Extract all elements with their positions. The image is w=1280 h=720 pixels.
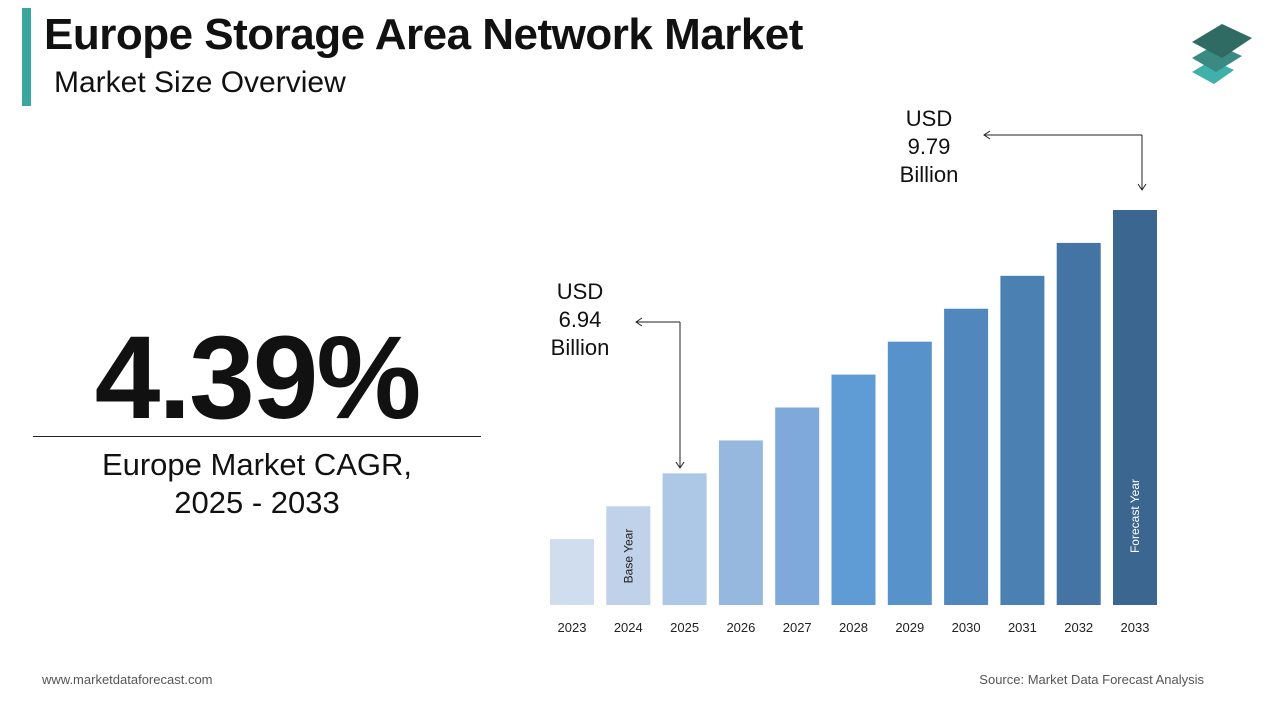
callout-end-arrow [983, 130, 1147, 191]
bar-2029 [887, 341, 932, 605]
x-tick-label: 2025 [670, 620, 699, 635]
bar-2024 [606, 506, 651, 605]
x-tick-label: 2026 [726, 620, 755, 635]
x-tick-label: 2023 [558, 620, 587, 635]
stacked-layers-logo-icon [1192, 24, 1252, 84]
bar-2023 [550, 539, 594, 605]
x-tick-label: 2033 [1121, 620, 1150, 635]
callout-start-line3: Billion [550, 335, 610, 360]
bar-annotation-label: Forecast Year [1128, 479, 1142, 553]
callout-end-line3: Billion [899, 162, 959, 187]
callout-start-value: USD 6.94 Billion [540, 278, 620, 362]
bar-2027 [775, 407, 820, 605]
cagr-label-line1: Europe Market CAGR, [101, 447, 413, 482]
cagr-value: 4.39% [94, 312, 422, 444]
bar-2030 [944, 308, 989, 605]
bar-2033 [1113, 210, 1157, 605]
page-subtitle: Market Size Overview [54, 66, 346, 99]
title-accent-bar [22, 8, 31, 106]
bar-2025 [662, 473, 707, 605]
x-tick-label: 2030 [952, 620, 981, 635]
cagr-divider [33, 436, 481, 437]
bar-2031 [1000, 275, 1045, 605]
callout-start-line2: 6.94 [558, 307, 602, 332]
callout-end-line1: USD [905, 106, 953, 131]
website-footer: www.marketdataforecast.com [42, 672, 213, 687]
bar-2026 [718, 440, 763, 605]
page-title: Europe Storage Area Network Market [44, 10, 803, 59]
cagr-label-line2: 2025 - 2033 [174, 485, 340, 520]
bar-2032 [1056, 242, 1101, 605]
x-tick-label: 2031 [1008, 620, 1037, 635]
x-tick-label: 2032 [1064, 620, 1093, 635]
callout-start-arrow [635, 317, 685, 469]
cagr-label: Europe Market CAGR, 2025 - 2033 [33, 446, 481, 522]
bar-annotation-label: Base Year [621, 529, 635, 584]
callout-end-line2: 9.79 [907, 134, 951, 159]
x-tick-label: 2029 [895, 620, 924, 635]
x-tick-label: 2027 [783, 620, 812, 635]
source-footer: Source: Market Data Forecast Analysis [979, 672, 1204, 687]
bar-2028 [831, 374, 876, 605]
callout-end-value: USD 9.79 Billion [888, 105, 970, 189]
callout-start-line1: USD [556, 279, 604, 304]
x-tick-label: 2024 [614, 620, 643, 635]
x-tick-label: 2028 [839, 620, 868, 635]
